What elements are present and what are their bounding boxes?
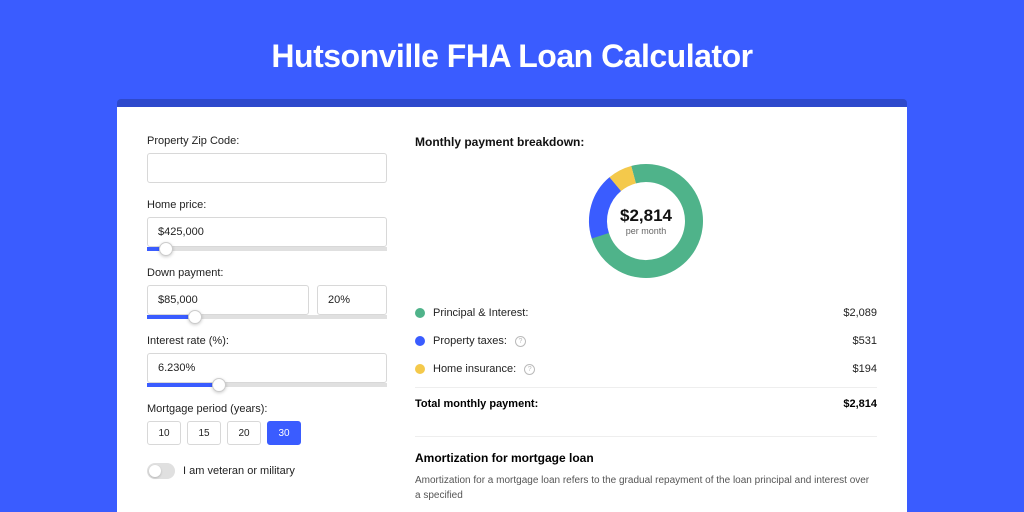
breakdown-title: Monthly payment breakdown:: [415, 135, 877, 149]
amortization-title: Amortization for mortgage loan: [415, 451, 877, 465]
info-icon[interactable]: ?: [524, 364, 535, 375]
down-payment-slider[interactable]: [147, 315, 387, 319]
info-icon[interactable]: ?: [515, 336, 526, 347]
amortization-text: Amortization for a mortgage loan refers …: [415, 473, 877, 503]
period-label: Mortgage period (years):: [147, 403, 387, 415]
home-price-slider[interactable]: [147, 247, 387, 251]
legend-row-tax: Property taxes:? $531: [415, 327, 877, 355]
legend-label-pi: Principal & Interest:: [433, 307, 528, 319]
total-value: $2,814: [843, 398, 877, 410]
interest-slider[interactable]: [147, 383, 387, 387]
period-button-15[interactable]: 15: [187, 421, 221, 445]
period-button-10[interactable]: 10: [147, 421, 181, 445]
total-row: Total monthly payment: $2,814: [415, 387, 877, 420]
zip-input[interactable]: [147, 153, 387, 183]
donut-wrap: $2,814 per month: [415, 161, 877, 281]
page-title: Hutsonville FHA Loan Calculator: [0, 0, 1024, 99]
legend-dot-pi: [415, 308, 425, 318]
amortization-section: Amortization for mortgage loan Amortizat…: [415, 436, 877, 503]
home-price-input[interactable]: [147, 217, 387, 247]
legend-value-ins: $194: [853, 363, 877, 375]
period-buttons: 10152030: [147, 421, 387, 445]
donut-center: $2,814 per month: [620, 206, 672, 236]
period-button-30[interactable]: 30: [267, 421, 301, 445]
legend: Principal & Interest: $2,089 Property taxe…: [415, 299, 877, 383]
legend-value-pi: $2,089: [843, 307, 877, 319]
period-field: Mortgage period (years): 10152030: [147, 403, 387, 445]
breakdown-panel: Monthly payment breakdown: $2,814 per mo…: [415, 135, 877, 503]
interest-slider-fill: [147, 383, 219, 387]
interest-label: Interest rate (%):: [147, 335, 387, 347]
calculator-card: Property Zip Code: Home price: Down paym…: [117, 107, 907, 512]
interest-field: Interest rate (%):: [147, 335, 387, 387]
down-payment-pct-input[interactable]: [317, 285, 387, 315]
veteran-label: I am veteran or military: [183, 465, 295, 477]
period-button-20[interactable]: 20: [227, 421, 261, 445]
home-price-slider-thumb[interactable]: [159, 242, 173, 256]
veteran-toggle-knob: [149, 465, 161, 477]
interest-slider-thumb[interactable]: [212, 378, 226, 392]
zip-label: Property Zip Code:: [147, 135, 387, 147]
donut-sub: per month: [620, 226, 672, 236]
donut-value: $2,814: [620, 206, 672, 226]
legend-row-pi: Principal & Interest: $2,089: [415, 299, 877, 327]
home-price-field: Home price:: [147, 199, 387, 251]
total-label: Total monthly payment:: [415, 398, 538, 410]
form-panel: Property Zip Code: Home price: Down paym…: [147, 135, 387, 503]
interest-input[interactable]: [147, 353, 387, 383]
legend-value-tax: $531: [853, 335, 877, 347]
legend-dot-ins: [415, 364, 425, 374]
down-payment-amount-input[interactable]: [147, 285, 309, 315]
veteran-toggle[interactable]: [147, 463, 175, 479]
legend-label-tax: Property taxes:: [433, 335, 507, 347]
home-price-label: Home price:: [147, 199, 387, 211]
down-payment-field: Down payment:: [147, 267, 387, 319]
donut-chart: $2,814 per month: [586, 161, 706, 281]
down-payment-label: Down payment:: [147, 267, 387, 279]
veteran-row: I am veteran or military: [147, 463, 387, 479]
card-shadow: Property Zip Code: Home price: Down paym…: [117, 99, 907, 512]
legend-label-ins: Home insurance:: [433, 363, 516, 375]
legend-row-ins: Home insurance:? $194: [415, 355, 877, 383]
legend-dot-tax: [415, 336, 425, 346]
zip-field: Property Zip Code:: [147, 135, 387, 183]
down-payment-slider-thumb[interactable]: [188, 310, 202, 324]
